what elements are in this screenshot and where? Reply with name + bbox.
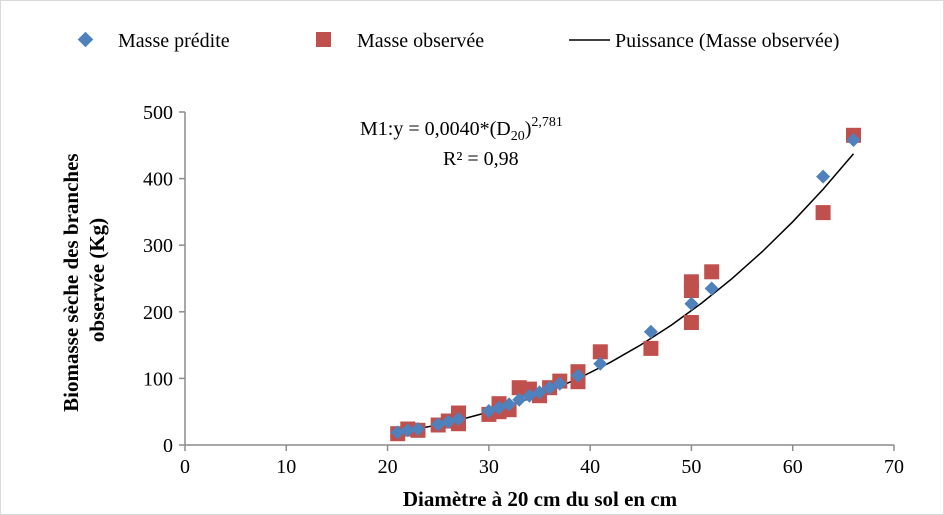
predicted-point — [400, 423, 415, 438]
legend: Masse prédite Masse observée Puissance (… — [77, 30, 839, 52]
equation-subscript: 20 — [511, 129, 525, 144]
y-tick-label: 400 — [143, 169, 173, 191]
legend-power-label: Puissance (Masse observée) — [615, 30, 839, 52]
observed-point — [643, 340, 659, 356]
predicted-point — [643, 324, 658, 339]
predicted-point — [431, 417, 446, 432]
predicted-point — [512, 392, 527, 407]
y-axis-title-line1: Biomasse sèche des branches — [59, 153, 83, 411]
axes: 0 100 200 300 400 500 0 10 20 30 40 50 60 70 — [143, 102, 904, 478]
x-tick-label: 10 — [276, 456, 296, 478]
equation-paren: ) — [525, 118, 532, 140]
x-tick-label: 60 — [783, 456, 803, 478]
y-tick-label: 0 — [163, 435, 173, 457]
legend-predicted-label: Masse prédite — [118, 30, 230, 52]
equation-annotation: M1:y = 0,0040*(D20)2,781 — [360, 115, 563, 144]
predicted-point — [816, 169, 831, 184]
r-squared-annotation: R² = 0,98 — [443, 148, 519, 170]
predicted-point — [451, 412, 466, 427]
predicted-point — [552, 376, 567, 391]
legend-predicted-marker — [77, 31, 94, 48]
y-tick-label: 100 — [143, 368, 173, 390]
predicted-point — [684, 296, 699, 311]
y-tick-label: 500 — [143, 102, 173, 124]
predicted-points — [390, 132, 861, 440]
predicted-point — [441, 414, 456, 429]
predicted-point — [410, 422, 425, 437]
y-tick-label: 200 — [143, 302, 173, 324]
y-axis-title: Biomasse sèche des branches observée (Kg… — [59, 148, 109, 412]
predicted-point — [532, 385, 547, 400]
equation-prefix: M1:y = 0,0040*(D — [360, 118, 511, 140]
legend-item-observed: Masse observée — [316, 30, 484, 52]
y-tick-label: 300 — [143, 235, 173, 257]
x-axis-title: Diamètre à 20 cm du sol en cm — [403, 487, 678, 511]
observed-point — [704, 264, 720, 280]
x-tick-label: 20 — [378, 456, 398, 478]
observed-point — [683, 315, 699, 330]
legend-item-predicted: Masse prédite — [77, 30, 230, 52]
y-axis-title-line2: observée (Kg) — [85, 218, 109, 342]
predicted-point — [704, 281, 719, 296]
predicted-point — [390, 425, 405, 440]
x-tick-label: 40 — [580, 456, 600, 478]
x-tick-label: 70 — [884, 456, 904, 478]
predicted-point — [846, 132, 861, 147]
predicted-point — [593, 356, 608, 371]
legend-observed-marker — [316, 32, 331, 47]
x-tick-label: 0 — [180, 456, 190, 478]
legend-observed-label: Masse observée — [357, 30, 484, 52]
observed-point — [592, 344, 608, 360]
predicted-point — [502, 397, 517, 412]
observed-point — [815, 205, 831, 221]
equation-exponent: 2,781 — [531, 115, 563, 130]
power-trendline — [397, 153, 855, 433]
observed-point — [683, 283, 699, 298]
legend-item-power: Puissance (Masse observée) — [569, 30, 839, 52]
predicted-point — [570, 368, 585, 383]
x-tick-label: 50 — [681, 456, 701, 478]
predicted-point — [542, 380, 557, 395]
x-tick-label: 30 — [479, 456, 499, 478]
